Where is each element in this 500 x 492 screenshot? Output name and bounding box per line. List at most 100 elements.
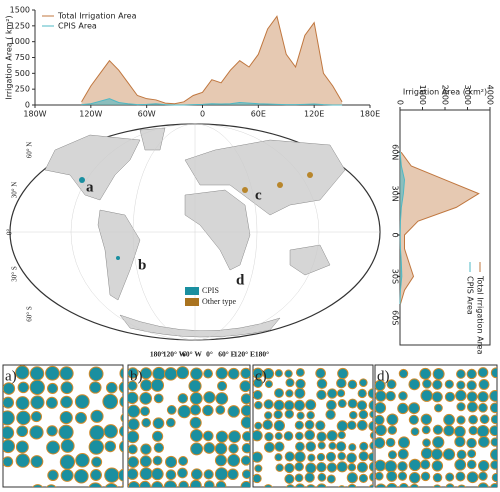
x-tick-label: 180W [23, 110, 46, 119]
field [166, 405, 177, 415]
field [359, 378, 368, 388]
field [215, 392, 229, 405]
field [348, 410, 358, 420]
field [375, 471, 384, 481]
field [16, 425, 29, 438]
field [337, 398, 347, 409]
field [30, 411, 43, 423]
field [296, 411, 305, 420]
field [476, 424, 490, 438]
field [46, 484, 57, 487]
field [139, 480, 151, 487]
area-fill [81, 16, 343, 105]
field [454, 436, 466, 448]
field [128, 480, 141, 487]
field [328, 441, 337, 450]
field [283, 431, 294, 441]
field [128, 444, 138, 455]
y-axis-label: Irrigation Area ( km²) [5, 15, 14, 99]
field [283, 400, 295, 411]
field [434, 403, 443, 413]
y-tick-label: 0 [25, 101, 30, 110]
field [397, 448, 409, 460]
lat-label: 60° S [26, 306, 34, 322]
field [241, 442, 250, 454]
field [468, 414, 478, 425]
field [240, 404, 250, 417]
field [457, 484, 466, 487]
field [356, 419, 368, 431]
field [15, 365, 30, 380]
field [253, 390, 263, 400]
field [347, 463, 357, 472]
field [284, 473, 295, 485]
field [443, 413, 455, 426]
field [176, 366, 190, 380]
field [490, 448, 497, 461]
lon-label: 120° W [163, 350, 187, 359]
field [467, 449, 477, 459]
field [215, 480, 227, 487]
field [119, 367, 123, 380]
field [215, 404, 226, 415]
field [420, 471, 431, 482]
field [262, 419, 273, 430]
field [408, 402, 421, 415]
site-label: d [236, 272, 245, 288]
field [177, 404, 191, 419]
legend-label: CPIS Area [466, 276, 475, 315]
field [254, 421, 263, 430]
x-tick-label: 1000 [418, 85, 427, 105]
x-tick-label: 0 [200, 110, 205, 119]
field [375, 414, 385, 426]
y-tick-label: 1500 [10, 6, 30, 15]
field [367, 388, 373, 399]
field [46, 440, 61, 455]
field [375, 390, 387, 402]
field [188, 379, 202, 393]
field [214, 454, 227, 467]
field [59, 454, 76, 470]
field [241, 469, 250, 479]
field [189, 392, 203, 405]
field [274, 432, 283, 441]
field [477, 391, 489, 403]
field [274, 441, 285, 452]
legend-label: Other type [202, 297, 236, 306]
field [398, 391, 408, 401]
field [335, 441, 347, 452]
field [375, 437, 386, 449]
field [59, 366, 74, 381]
field [397, 471, 408, 481]
site-label: c [255, 187, 262, 203]
field [375, 401, 387, 414]
x-tick-label: 60W [138, 110, 156, 119]
field [420, 459, 431, 470]
field [386, 470, 398, 482]
field [90, 469, 102, 481]
field [420, 389, 433, 402]
field [387, 450, 398, 460]
field [275, 463, 284, 472]
field [317, 441, 326, 450]
field [103, 424, 118, 439]
field [347, 398, 358, 409]
field [203, 442, 216, 454]
field [477, 482, 489, 487]
field [60, 468, 74, 482]
field [368, 399, 373, 411]
field [368, 420, 373, 432]
field [128, 367, 139, 379]
lon-label: 0° [206, 350, 213, 359]
field [45, 396, 58, 409]
field [385, 390, 396, 402]
field [326, 388, 338, 399]
field [336, 420, 348, 432]
legend-label: CPIS Area [58, 22, 97, 31]
field [152, 417, 165, 430]
field [466, 368, 477, 380]
area-line [81, 98, 343, 106]
x-tick-label: 2000 [441, 85, 450, 105]
field [203, 391, 216, 404]
field [227, 468, 239, 481]
